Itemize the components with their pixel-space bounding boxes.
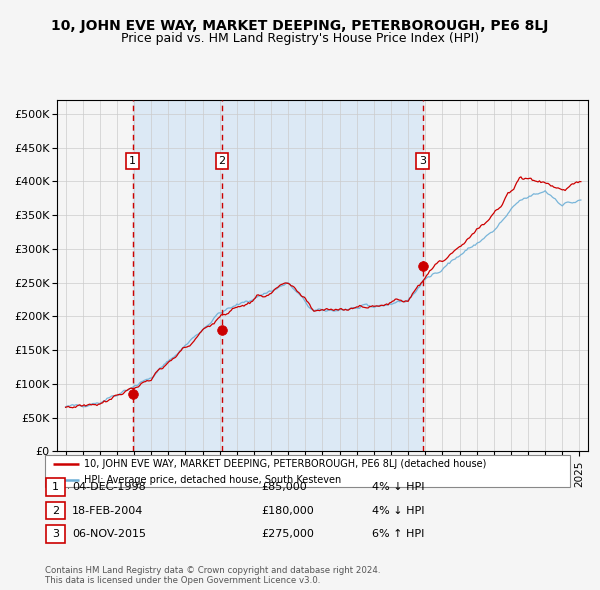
Text: £275,000: £275,000 <box>261 529 314 539</box>
Text: 4% ↓ HPI: 4% ↓ HPI <box>372 506 425 516</box>
Text: 3: 3 <box>419 156 426 166</box>
FancyBboxPatch shape <box>46 502 65 519</box>
Text: £180,000: £180,000 <box>261 506 314 516</box>
Text: 2: 2 <box>52 506 59 516</box>
FancyBboxPatch shape <box>46 478 65 496</box>
Text: 18-FEB-2004: 18-FEB-2004 <box>72 506 143 516</box>
Text: 04-DEC-1998: 04-DEC-1998 <box>72 482 146 492</box>
Text: 10, JOHN EVE WAY, MARKET DEEPING, PETERBOROUGH, PE6 8LJ: 10, JOHN EVE WAY, MARKET DEEPING, PETERB… <box>52 19 548 33</box>
Text: Price paid vs. HM Land Registry's House Price Index (HPI): Price paid vs. HM Land Registry's House … <box>121 32 479 45</box>
Text: 1: 1 <box>129 156 136 166</box>
Text: This data is licensed under the Open Government Licence v3.0.: This data is licensed under the Open Gov… <box>45 576 320 585</box>
Bar <box>222 100 423 451</box>
Text: HPI: Average price, detached house, South Kesteven: HPI: Average price, detached house, Sout… <box>85 475 341 485</box>
Text: 4% ↓ HPI: 4% ↓ HPI <box>372 482 425 492</box>
Text: 2: 2 <box>218 156 226 166</box>
Text: £85,000: £85,000 <box>261 482 307 492</box>
Text: 1: 1 <box>52 482 59 492</box>
Text: 3: 3 <box>52 529 59 539</box>
Bar <box>133 100 222 451</box>
Text: 6% ↑ HPI: 6% ↑ HPI <box>372 529 424 539</box>
Text: Contains HM Land Registry data © Crown copyright and database right 2024.: Contains HM Land Registry data © Crown c… <box>45 566 380 575</box>
FancyBboxPatch shape <box>45 455 570 487</box>
Text: 10, JOHN EVE WAY, MARKET DEEPING, PETERBOROUGH, PE6 8LJ (detached house): 10, JOHN EVE WAY, MARKET DEEPING, PETERB… <box>85 459 487 469</box>
Text: 06-NOV-2015: 06-NOV-2015 <box>72 529 146 539</box>
FancyBboxPatch shape <box>46 526 65 543</box>
